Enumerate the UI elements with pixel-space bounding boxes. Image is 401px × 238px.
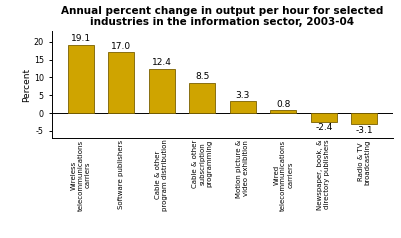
- Bar: [108, 52, 134, 113]
- Bar: [149, 69, 175, 113]
- Text: 3.3: 3.3: [236, 91, 250, 100]
- Bar: [189, 83, 215, 113]
- Bar: [230, 101, 256, 113]
- Text: 12.4: 12.4: [152, 58, 172, 67]
- Text: 19.1: 19.1: [71, 35, 91, 43]
- Bar: [68, 45, 94, 113]
- Text: 0.8: 0.8: [276, 100, 290, 109]
- Bar: [351, 113, 377, 124]
- Text: 8.5: 8.5: [195, 72, 209, 81]
- Bar: [270, 110, 296, 113]
- Bar: [311, 113, 337, 122]
- Text: 17.0: 17.0: [111, 42, 132, 51]
- Y-axis label: Percent: Percent: [22, 67, 31, 102]
- Text: -2.4: -2.4: [315, 123, 332, 132]
- Text: -3.1: -3.1: [356, 126, 373, 134]
- Title: Annual percent change in output per hour for selected
industries in the informat: Annual percent change in output per hour…: [61, 6, 384, 27]
